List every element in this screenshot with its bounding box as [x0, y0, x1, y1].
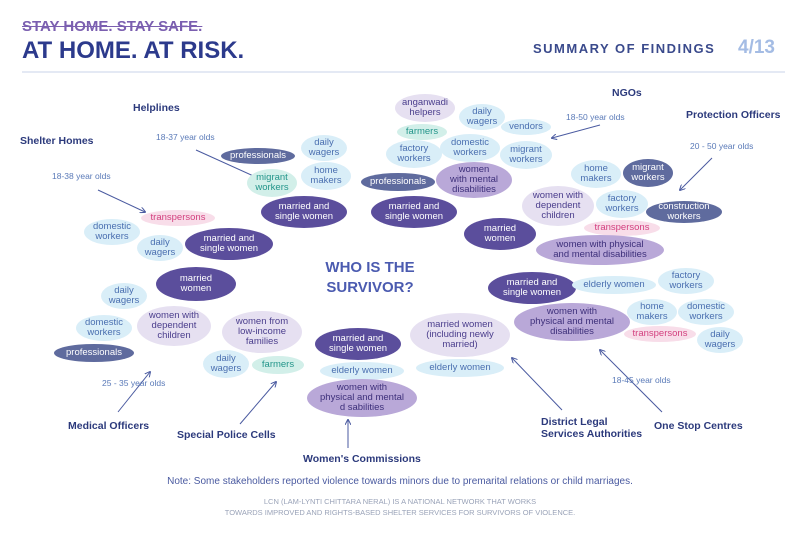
survivor-group: women from low-income families [222, 311, 302, 353]
age-range: 18-38 year olds [52, 171, 111, 181]
survivor-group: women with physical and mental disabilit… [536, 235, 664, 265]
survivor-group: construction workers [646, 201, 722, 223]
age-range: 18-45 year olds [612, 375, 671, 385]
title: AT HOME. AT RISK. [22, 37, 245, 64]
page-number: 4/13 [738, 37, 775, 58]
stakeholder-name: Women's Commissions [303, 453, 421, 465]
arrow [600, 350, 663, 413]
survivor-group: married and single women [185, 228, 273, 260]
survivor-group: women with dependent children [137, 306, 211, 346]
age-range: 18-50 year olds [566, 112, 625, 122]
age-range: 25 - 35 year olds [102, 378, 166, 388]
survivor-group: daily wagers [101, 283, 147, 309]
footer-line: TOWARDS IMPROVED AND RIGHTS-BASED SHELTE… [224, 508, 576, 517]
survivor-group: transpersons [141, 210, 215, 226]
arrow [97, 189, 145, 212]
survivor-group: domestic workers [440, 134, 500, 162]
stakeholder-name: Helplines [133, 102, 180, 114]
survivor-group: women with dependent children [522, 186, 594, 226]
arrow [552, 124, 601, 138]
footer-line: LCN (LAM-LYNTI CHITTARA NERAL) IS A NATI… [263, 497, 537, 506]
section: SUMMARY OF FINDINGS [533, 41, 716, 56]
survivor-group: factory workers [386, 140, 442, 168]
survivor-group: factory workers [596, 190, 648, 218]
survivor-group: anganwadi helpers [395, 94, 455, 122]
survivor-group: migrant workers [500, 141, 552, 169]
arrow [680, 157, 713, 190]
survivor-group: women with physical and mental d sabilit… [307, 379, 417, 417]
survivor-group: transpersons [584, 220, 660, 236]
survivor-group: domestic workers [678, 299, 734, 325]
survivor-group: vendors [501, 119, 551, 135]
survivor-group: married and single women [261, 196, 347, 228]
age-range: 20 - 50 year olds [690, 141, 754, 151]
survivor-group: home makers [571, 160, 621, 188]
survivor-group: married and single women [371, 196, 457, 228]
survivor-group: married women (including newly married) [410, 313, 510, 357]
survivor-group: married women [464, 218, 536, 250]
note: Note: Some stakeholders reported violenc… [167, 476, 633, 487]
survivor-group: factory workers [658, 268, 714, 294]
survivor-group: professionals [361, 173, 435, 191]
tagline: STAY HOME. STAY SAFE. [22, 18, 203, 35]
survivor-group: daily wagers [137, 235, 183, 261]
survivor-group: married and single women [488, 272, 576, 304]
survivor-group: married and single women [315, 328, 401, 360]
arrow [239, 382, 276, 425]
survivor-group: elderly women [320, 362, 404, 380]
survivor-group: transpersons [624, 326, 696, 342]
survivor-group: married women [156, 267, 236, 301]
survivor-group: daily wagers [203, 350, 249, 378]
arrow [117, 372, 150, 413]
center-question: WHO IS THE SURVIVOR? [325, 259, 415, 296]
stakeholder-name: Medical Officers [68, 420, 150, 432]
survivor-group: women with mental disabilities [436, 162, 512, 198]
survivor-group: farmers [397, 124, 447, 140]
survivor-group: domestic workers [76, 315, 132, 341]
stakeholder-name: Protection Officers [686, 109, 781, 121]
survivor-group: women with physical and mental disabilit… [514, 303, 630, 341]
survivor-group: migrant workers [247, 169, 297, 197]
survivor-group: farmers [252, 356, 304, 374]
survivor-group: professionals [221, 148, 295, 164]
survivor-group: migrant workers [623, 159, 673, 187]
survivor-group: professionals [54, 344, 134, 362]
survivor-group: elderly women [416, 359, 504, 377]
stakeholder-name: Special Police Cells [177, 429, 276, 441]
survivor-group: domestic workers [84, 219, 140, 245]
stakeholder-name: NGOs [612, 87, 642, 99]
survivor-group: elderly women [572, 276, 656, 294]
age-range: 18-37 year olds [156, 132, 215, 142]
arrow [195, 149, 258, 178]
survivor-group: home makers [301, 162, 351, 190]
survivor-group: daily wagers [301, 135, 347, 161]
survivor-group: daily wagers [697, 327, 743, 353]
arrow [512, 358, 563, 411]
survivor-group: home makers [627, 299, 677, 325]
stakeholder-name: Shelter Homes [20, 135, 94, 147]
stakeholder-name: District Legal Services Authorities [541, 416, 643, 440]
survivor-group: daily wagers [459, 104, 505, 130]
stakeholder-name: One Stop Centres [654, 420, 743, 432]
